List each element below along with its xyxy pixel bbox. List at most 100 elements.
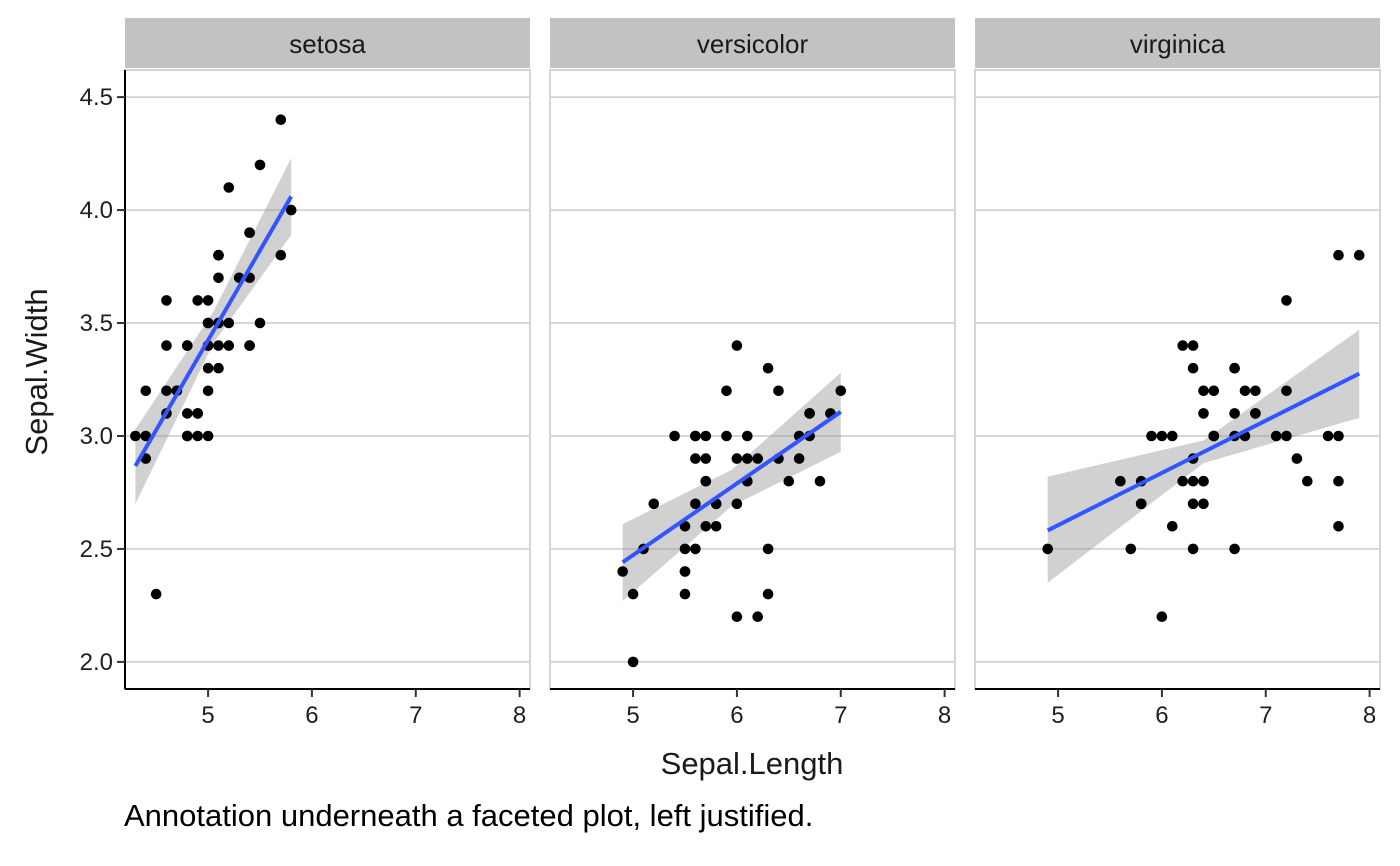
data-point [1281, 430, 1292, 442]
data-point [1208, 430, 1220, 442]
data-point [814, 475, 826, 487]
data-point [679, 566, 691, 577]
y-tick-label: 4.5 [80, 84, 113, 111]
data-point [202, 317, 214, 329]
data-point [182, 430, 193, 442]
data-point [1229, 408, 1240, 419]
y-tick-label: 2.0 [80, 649, 113, 676]
confidence-band [1047, 329, 1360, 583]
data-point [721, 430, 732, 442]
x-axis-title: Sepal.Length [661, 746, 844, 781]
data-point [1229, 362, 1240, 374]
facet-panel-setosa: setosa [124, 18, 531, 690]
data-point [213, 272, 224, 284]
x-tick-label: 8 [513, 702, 526, 729]
axes: 5 6 7 8 5 6 7 8 5 6 7 8 2.0 2.5 3.0 3.5 4.0 4.5 [80, 70, 1380, 729]
data-point [1333, 430, 1344, 442]
data-point [192, 408, 203, 419]
data-point [1177, 340, 1188, 351]
data-point [690, 430, 701, 442]
data-point [275, 249, 287, 261]
data-point [254, 159, 266, 171]
facet-strip [550, 18, 955, 68]
data-point [1187, 362, 1199, 374]
data-point [710, 521, 722, 532]
data-point [223, 317, 235, 329]
data-point [752, 611, 763, 622]
data-point [1281, 295, 1292, 306]
data-point [1333, 249, 1344, 261]
data-point [182, 408, 193, 419]
data-point [1156, 430, 1168, 442]
facet-strip-label: setosa [289, 29, 366, 59]
data-point [1353, 249, 1365, 261]
data-point [1198, 475, 1209, 487]
data-point [140, 385, 152, 397]
x-tick-label: 7 [409, 702, 422, 729]
x-tick-label: 6 [730, 702, 743, 729]
data-point [1187, 498, 1199, 510]
data-point [244, 340, 255, 351]
data-point [627, 656, 639, 668]
y-tick-label: 2.5 [80, 536, 113, 563]
smooth-line [621, 410, 842, 564]
data-point [1115, 475, 1126, 487]
facet-panel-versicolor: versicolor [549, 18, 956, 690]
data-point [690, 498, 701, 510]
data-point [254, 317, 266, 329]
y-axis-title: Sepal.Width [19, 288, 54, 455]
data-point [1322, 430, 1334, 442]
y-tick-label: 3.5 [80, 310, 113, 337]
facet-strip-label: versicolor [697, 29, 809, 59]
data-point [161, 340, 172, 351]
data-point [731, 453, 743, 464]
data-point [617, 566, 628, 577]
y-tick-label: 3.0 [80, 423, 113, 450]
data-point [752, 453, 763, 464]
data-point [627, 588, 639, 600]
data-point [202, 295, 214, 306]
data-point [244, 227, 255, 238]
data-point [192, 430, 203, 442]
x-tick-label: 7 [1259, 702, 1272, 729]
data-point [835, 385, 847, 397]
data-point [679, 588, 691, 600]
data-point [1125, 543, 1137, 555]
data-point [182, 340, 193, 351]
x-tick-label: 5 [1051, 702, 1064, 729]
data-point [1198, 408, 1209, 419]
facet-panels: setosa versicolor virginica [124, 18, 1381, 690]
data-point [1229, 543, 1240, 555]
data-point [202, 430, 214, 442]
data-point [762, 362, 774, 374]
data-point [690, 543, 701, 555]
data-point [1250, 408, 1261, 419]
data-point [1156, 611, 1168, 622]
smooth-line [133, 195, 293, 468]
y-tick-label: 4.0 [80, 197, 113, 224]
x-tick-label: 8 [1363, 702, 1376, 729]
data-point [700, 430, 712, 442]
data-point [213, 340, 224, 351]
data-point [1270, 430, 1282, 442]
data-point [192, 295, 203, 306]
data-point [773, 385, 784, 397]
data-point [721, 385, 732, 397]
data-point [1042, 543, 1053, 555]
data-point [1333, 521, 1344, 532]
x-tick-label: 5 [626, 702, 639, 729]
data-point [731, 498, 743, 510]
data-point [223, 340, 235, 351]
data-point [223, 182, 235, 193]
data-point [1187, 340, 1199, 351]
data-point [1239, 385, 1251, 397]
data-point [1208, 385, 1220, 397]
data-point [648, 498, 660, 510]
facet-strip [975, 18, 1380, 68]
data-point [1281, 385, 1292, 397]
data-point [1135, 498, 1147, 510]
data-point [1198, 385, 1209, 397]
data-point [742, 430, 753, 442]
data-point [700, 475, 712, 487]
